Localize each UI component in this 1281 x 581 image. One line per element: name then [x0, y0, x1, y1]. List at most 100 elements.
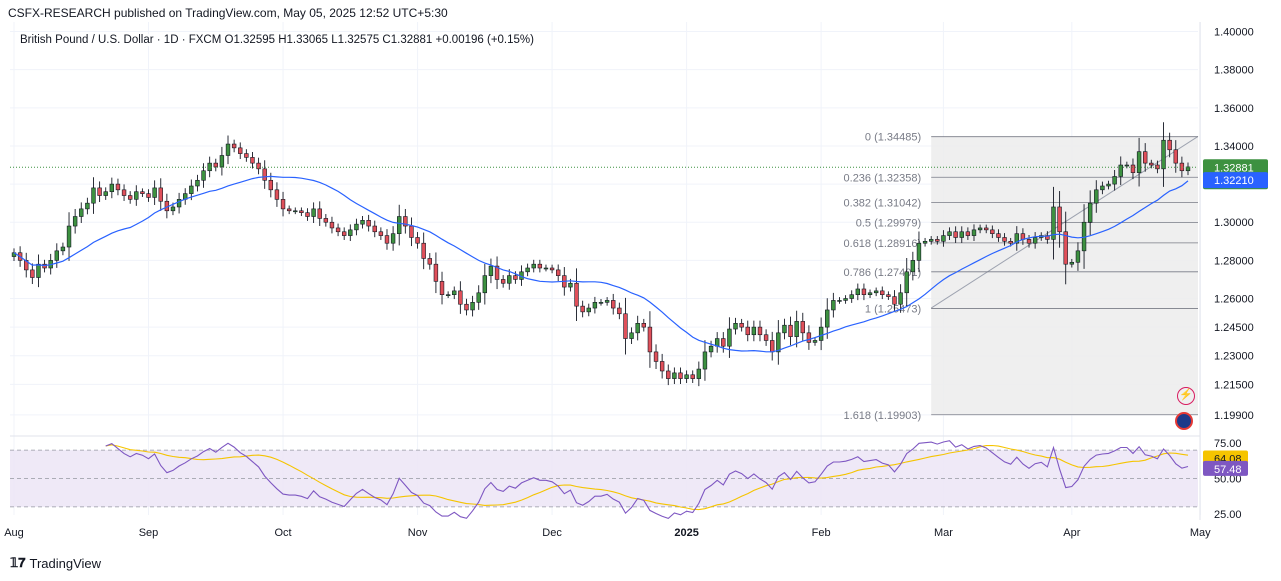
candle-body	[678, 372, 683, 379]
candle-body	[1045, 235, 1050, 240]
candle-body	[586, 307, 591, 313]
candle-body	[66, 225, 72, 248]
candle-body	[1057, 206, 1062, 233]
price-tick-label: 1.28000	[1214, 255, 1254, 267]
candle-body	[1106, 183, 1111, 187]
symbol-legend[interactable]: British Pound / U.S. Dollar · 1D · FXCM …	[18, 34, 536, 46]
candle-body	[659, 361, 665, 372]
candle-body	[256, 162, 261, 170]
candle-body	[788, 324, 793, 337]
candle-body	[91, 187, 96, 204]
candle-body	[1167, 139, 1172, 151]
time-tick-label: Dec	[542, 527, 562, 539]
candle-body	[262, 168, 267, 181]
moving-average-line	[13, 175, 1189, 353]
candle-body	[653, 351, 659, 362]
candle-body	[647, 326, 653, 353]
candle-body	[751, 326, 757, 336]
candle-body	[397, 216, 402, 234]
candle-body	[867, 292, 873, 295]
candle-body	[115, 183, 121, 191]
brand-label: TradingView	[29, 555, 102, 571]
candle-body	[103, 191, 108, 196]
candle-body	[745, 326, 750, 336]
candle-body	[916, 242, 922, 261]
candle-body	[684, 374, 689, 379]
candle-body	[935, 239, 940, 242]
candle-body	[708, 345, 714, 353]
candle-body	[941, 235, 946, 242]
candle-body	[1026, 239, 1032, 244]
candle-body	[537, 263, 543, 269]
candle-body	[825, 309, 830, 328]
tradingview-brand[interactable]: 𝟙𝟕 TradingView	[10, 555, 101, 571]
fib-level-label: 1.618 (1.19903)	[844, 410, 922, 422]
ma-price-label: 1.32210	[1214, 175, 1254, 187]
candle-body	[990, 229, 995, 234]
candle-body	[1124, 164, 1130, 167]
flag-icon[interactable]	[1175, 412, 1193, 430]
time-tick-label: Nov	[408, 527, 428, 539]
candle-body	[439, 281, 445, 295]
candle-body	[721, 338, 726, 347]
candle-body	[299, 210, 304, 213]
candle-body	[476, 292, 481, 303]
candle-body	[317, 208, 322, 219]
time-tick-label: May	[1190, 527, 1211, 539]
candle-body	[305, 212, 310, 217]
candle-body	[445, 294, 451, 296]
candle-body	[366, 220, 371, 227]
candle-body	[1100, 185, 1105, 191]
candle-body	[286, 208, 292, 212]
fib-zone	[931, 136, 1198, 415]
candle-body	[494, 265, 500, 280]
price-tick-label: 1.26000	[1214, 294, 1254, 306]
candle-body	[806, 332, 812, 343]
lightning-icon[interactable]: ⚡	[1177, 387, 1195, 405]
time-tick-label: Apr	[1063, 527, 1080, 539]
price-tick-label: 1.19900	[1214, 410, 1254, 422]
candle-body	[739, 323, 744, 328]
candle-body	[507, 275, 512, 284]
time-tick-label: Oct	[274, 527, 291, 539]
candle-body	[1185, 166, 1191, 172]
candle-body	[146, 193, 151, 198]
candle-body	[837, 300, 842, 302]
candle-body	[335, 227, 341, 233]
candle-body	[1112, 176, 1117, 185]
candle-body	[849, 294, 854, 299]
fib-level-label: 0.382 (1.31042)	[844, 197, 922, 209]
candle-body	[1130, 164, 1136, 173]
candle-body	[1136, 151, 1142, 173]
candle-body	[672, 372, 677, 379]
candle-body	[1143, 151, 1148, 164]
candle-body	[244, 153, 249, 158]
candles	[11, 122, 1191, 387]
candle-body	[604, 300, 610, 303]
candle-body	[812, 340, 818, 343]
chart-attribution: CSFX-RESEARCH published on TradingView.c…	[8, 6, 448, 20]
candle-body	[611, 300, 616, 309]
candle-body	[127, 195, 133, 200]
candle-body	[140, 191, 145, 194]
candle-body	[1075, 250, 1081, 263]
price-tick-label: 1.21500	[1214, 379, 1254, 391]
candle-body	[189, 185, 194, 194]
candle-body	[996, 233, 1001, 238]
candle-body	[1087, 202, 1093, 223]
candle-body	[231, 143, 237, 149]
candle-body	[629, 332, 634, 339]
candle-body	[574, 282, 579, 307]
fibonacci-retracement: 0 (1.34485) 0.236 (1.32358) 0.382 (1.31042…	[844, 132, 1199, 422]
candle-body	[843, 298, 848, 301]
candle-body	[886, 294, 891, 297]
candle-body	[152, 187, 157, 198]
candle-body	[592, 302, 598, 309]
candle-body	[213, 162, 218, 168]
time-tick-label: Aug	[4, 527, 24, 539]
candle-body	[384, 235, 390, 244]
price-tick-label: 1.38000	[1214, 65, 1254, 77]
candle-body	[195, 179, 200, 187]
rsi-tick-label: 50.00	[1214, 474, 1242, 486]
